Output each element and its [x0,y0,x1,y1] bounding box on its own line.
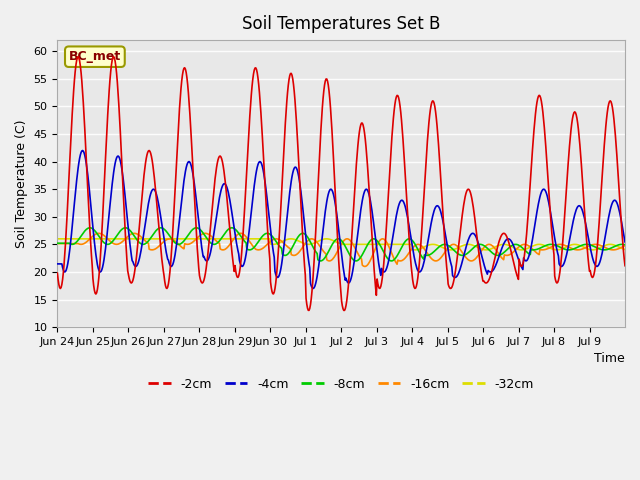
X-axis label: Time: Time [595,352,625,365]
Y-axis label: Soil Temperature (C): Soil Temperature (C) [15,120,28,248]
Title: Soil Temperatures Set B: Soil Temperatures Set B [242,15,440,33]
Legend: -2cm, -4cm, -8cm, -16cm, -32cm: -2cm, -4cm, -8cm, -16cm, -32cm [143,372,539,396]
Text: BC_met: BC_met [68,50,121,63]
